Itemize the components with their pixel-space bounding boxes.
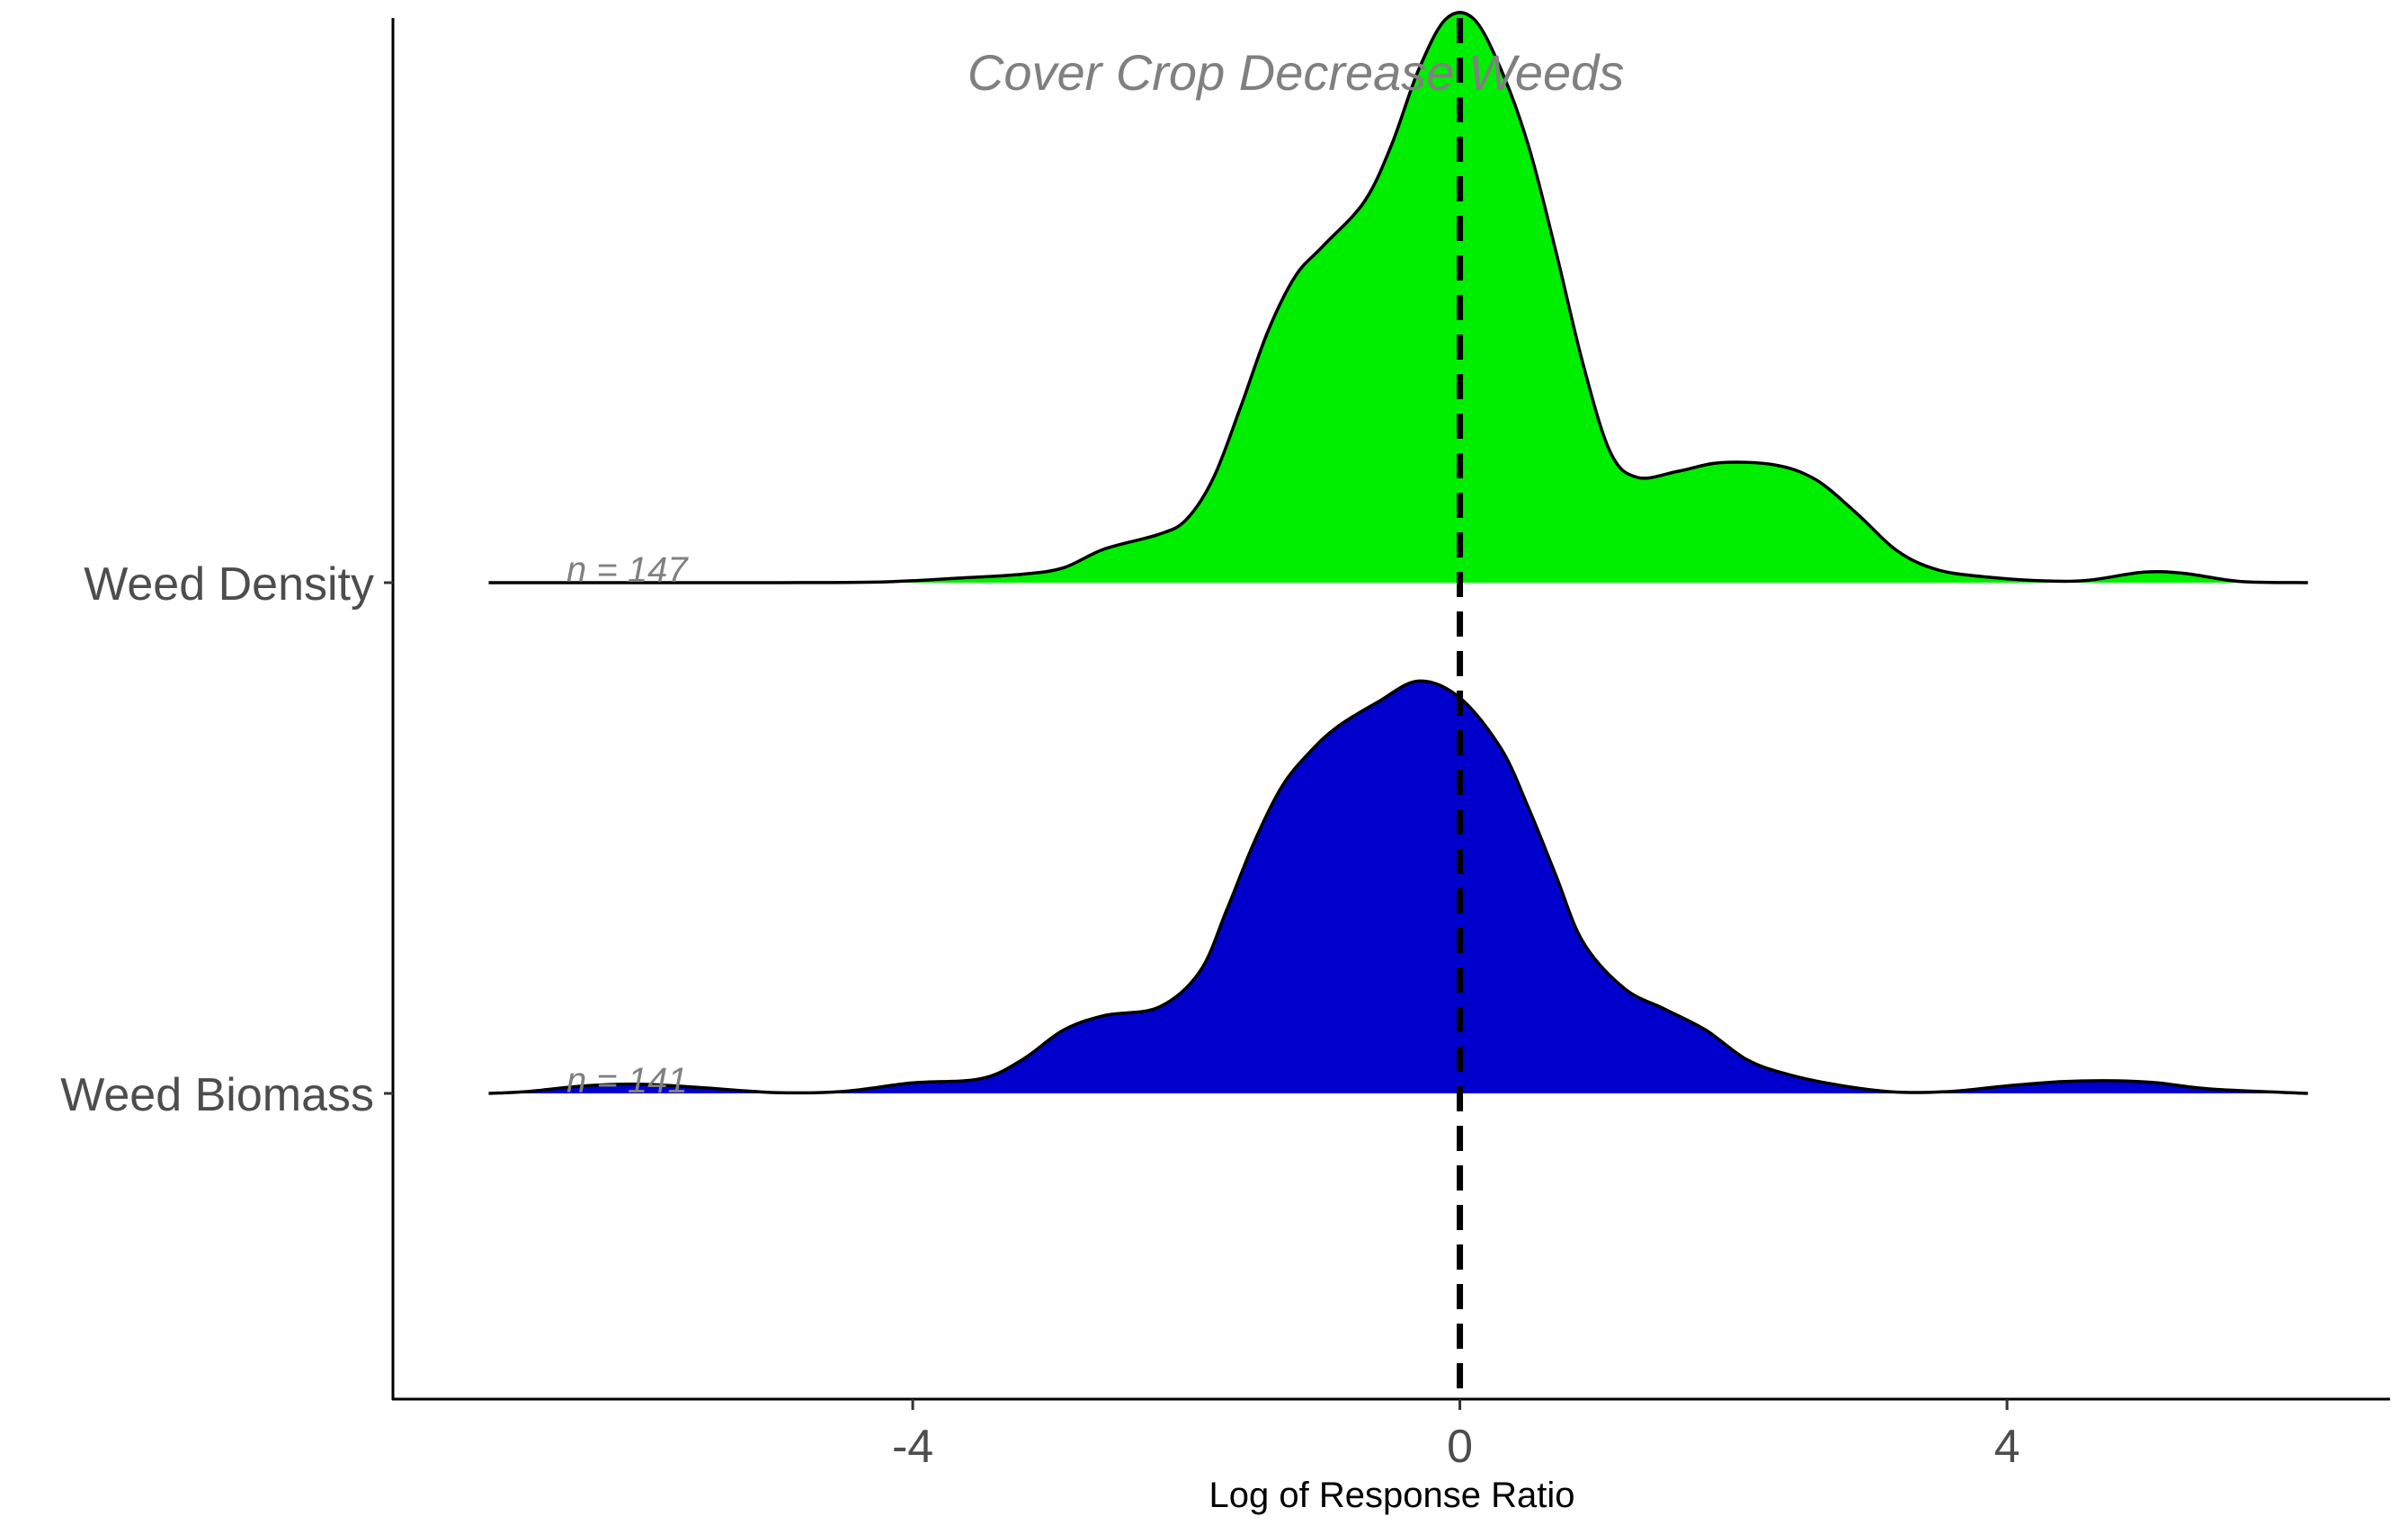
n-label-weed-density: n = 147	[566, 550, 689, 590]
x-tick-label: 4	[1994, 1421, 2020, 1473]
density-area-weed-biomass	[488, 681, 2308, 1093]
density-outline-weed-biomass	[488, 679, 2308, 1095]
n-label-weed-biomass: n = 141	[566, 1061, 688, 1101]
y-tick-label-weed-density: Weed Density	[84, 558, 374, 611]
density-ridges: n = 147 n = 141	[488, 11, 2308, 1101]
x-axis-title: Log of Response Ratio	[1209, 1476, 1575, 1515]
annotation-cover-crop-decrease-weeds: Cover Crop Decrease Weeds	[968, 44, 1624, 101]
x-tick-label: 0	[1447, 1421, 1473, 1473]
y-tick-label-weed-biomass: Weed Biomass	[60, 1069, 374, 1121]
x-ticks: -4 0 4	[892, 1399, 2020, 1473]
x-tick-label: -4	[892, 1421, 933, 1473]
density-outline-weed-density	[488, 11, 2308, 584]
y-ticks: Weed Density Weed Biomass	[60, 558, 393, 1121]
density-area-weed-density	[488, 12, 2308, 584]
axes	[391, 18, 2390, 1401]
